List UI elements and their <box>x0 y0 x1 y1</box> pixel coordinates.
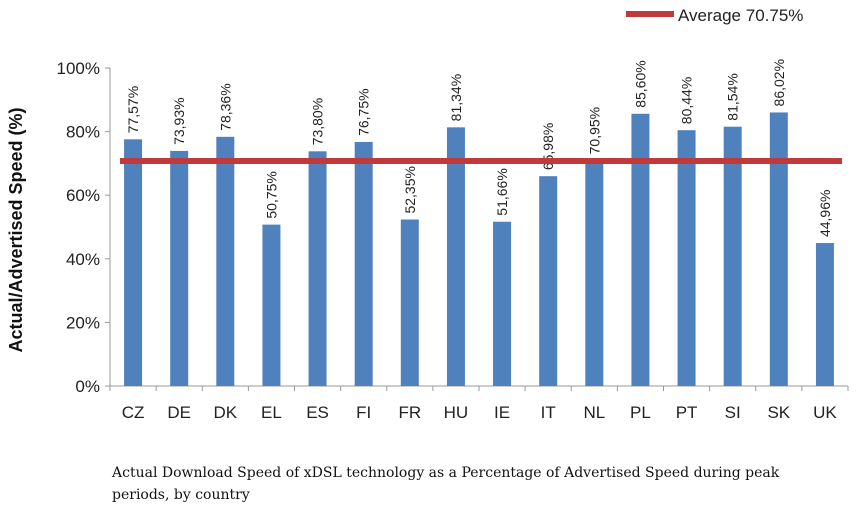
bar-fi <box>354 141 373 386</box>
y-tick-label: 80% <box>66 123 100 142</box>
bar-nl <box>585 160 604 386</box>
data-label-el: 50,75% <box>263 171 279 218</box>
bar-it <box>539 176 558 386</box>
x-tick-label-uk: UK <box>813 403 837 422</box>
bar-el <box>262 224 281 386</box>
x-tick-label-cz: CZ <box>122 403 145 422</box>
data-label-nl: 70,95% <box>586 107 602 154</box>
data-label-de: 73,93% <box>171 97 187 144</box>
legend-swatch-average <box>626 11 674 17</box>
data-label-dk: 78,36% <box>217 83 233 130</box>
plot-area: 0% 20% 40% 60% 80% 100% 77,57% CZ 73,93% DE 78,36%… <box>57 59 849 422</box>
data-label-uk: 44,96% <box>817 190 833 237</box>
x-tick-label-hu: HU <box>444 403 469 422</box>
data-label-fr: 52,35% <box>402 166 418 213</box>
bar-de <box>170 150 189 386</box>
x-tick-label-fi: FI <box>356 403 371 422</box>
bar-cz <box>124 139 143 386</box>
data-label-cz: 77,57% <box>125 86 141 133</box>
data-label-si: 81,54% <box>725 73 741 120</box>
y-tick-label: 20% <box>66 313 100 332</box>
x-tick-label-sk: SK <box>767 403 790 422</box>
bar-uk <box>815 243 834 386</box>
data-label-pl: 85,60% <box>632 60 648 107</box>
bar-si <box>723 126 742 387</box>
y-axis-label: Actual/Advertised Speed (%) <box>6 107 26 352</box>
y-tick-label: 40% <box>66 250 100 269</box>
bar-pl <box>631 113 650 387</box>
x-tick-label-de: DE <box>167 403 191 422</box>
x-tick-label-ie: IE <box>494 403 510 422</box>
figure-caption: Actual Download Speed of xDSL technology… <box>112 465 780 503</box>
average-line <box>120 158 842 165</box>
x-tick-label-si: SI <box>725 403 741 422</box>
data-label-hu: 81,34% <box>448 74 464 121</box>
y-tick-label: 60% <box>66 186 100 205</box>
legend: Average 70.75% <box>626 6 803 25</box>
x-tick-label-el: EL <box>261 403 282 422</box>
data-label-sk: 86,02% <box>771 59 787 106</box>
bar-hu <box>446 127 465 386</box>
bar-ie <box>493 221 512 386</box>
bar-es <box>308 151 327 386</box>
legend-label-average: Average 70.75% <box>678 6 803 25</box>
x-tick-label-pt: PT <box>676 403 698 422</box>
y-tick-label: 0% <box>75 377 100 396</box>
x-tick-label-dk: DK <box>214 403 238 422</box>
bar-sk <box>769 112 788 387</box>
x-tick-label-fr: FR <box>398 403 421 422</box>
data-label-fi: 76,75% <box>356 88 372 135</box>
bar-fr <box>400 219 419 386</box>
bar-pt <box>677 130 696 386</box>
data-label-es: 73,80% <box>310 98 326 145</box>
data-label-pt: 80,44% <box>679 77 695 124</box>
x-tick-label-nl: NL <box>583 403 605 422</box>
x-tick-label-it: IT <box>541 403 556 422</box>
x-tick-label-es: ES <box>306 403 329 422</box>
bar-dk <box>216 136 235 386</box>
x-tick-label-pl: PL <box>630 403 651 422</box>
data-label-ie: 51,66% <box>494 168 510 215</box>
y-tick-label: 100% <box>57 59 100 78</box>
bar-chart: Average 70.75% Actual/Advertised Speed (… <box>6 6 849 422</box>
